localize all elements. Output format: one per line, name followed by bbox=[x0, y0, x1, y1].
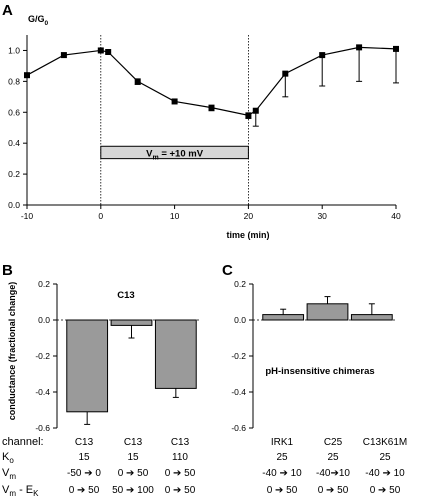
table-cell: 25 bbox=[327, 452, 339, 463]
table-cell: 0 ➔ 50 bbox=[267, 485, 298, 496]
panel-c-letter: C bbox=[222, 262, 233, 279]
data-point bbox=[105, 49, 112, 55]
panel-a-plot: -10 0 10 20 30 40 0.0 0.2 0.4 0.6 0.8 1.0 Vm = +10 m… bbox=[8, 35, 401, 221]
y-tick-label: 0.6 bbox=[8, 107, 20, 117]
stimulus-label: Vm = +10 mV bbox=[146, 148, 204, 161]
row-label: Vm bbox=[2, 467, 16, 481]
table-cell: 0 ➔ 50 bbox=[370, 485, 401, 496]
table-cell: 110 bbox=[172, 452, 188, 463]
panel-a: A G/G0 -10 0 10 20 30 40 0.0 0.2 0.4 0.6 0.8 1.0 Vm … bbox=[2, 2, 401, 240]
y-tick-label: 0.8 bbox=[8, 76, 20, 86]
table-cell: 15 bbox=[127, 452, 139, 463]
panel-c-annotation: pH-insensitive chimeras bbox=[265, 366, 374, 377]
x-tick-label: 40 bbox=[391, 211, 401, 221]
y-tick-label: -0.2 bbox=[231, 351, 246, 361]
y-tick-label: -0.4 bbox=[35, 387, 50, 397]
data-point bbox=[134, 78, 141, 85]
table-cell: 25 bbox=[276, 452, 288, 463]
table-cell: 50 ➔ 100 bbox=[112, 485, 154, 496]
y-tick-label: 0.4 bbox=[8, 138, 20, 148]
bar bbox=[66, 319, 109, 413]
x-tick-label: 0 bbox=[98, 211, 103, 221]
x-tick-label: -10 bbox=[21, 211, 34, 221]
table-cell: C13K61M bbox=[363, 437, 407, 448]
row-label: channel: bbox=[2, 436, 44, 448]
panel-b-annotation: C13 bbox=[117, 290, 134, 301]
table-cell: C13 bbox=[75, 437, 94, 448]
data-point bbox=[245, 112, 252, 119]
table-cell: 0 ➔ 50 bbox=[318, 485, 349, 496]
table-cell: C13 bbox=[124, 437, 143, 448]
y-tick-label: 0.0 bbox=[234, 315, 246, 325]
panel-c: C 0.2 0.0 -0.2 -0.4 -0.6 pH-insensitive chim… bbox=[222, 262, 396, 433]
panel-c-plot: 0.2 0.0 -0.2 -0.4 -0.6 bbox=[231, 279, 396, 433]
panel-a-ylabel: G/G0 bbox=[28, 14, 49, 27]
table-cell: -40 ➔ 10 bbox=[365, 468, 405, 479]
panel-b-plot: 0.2 0.0 -0.2 -0.4 -0.6 bbox=[35, 279, 200, 433]
data-point bbox=[356, 44, 363, 51]
bar bbox=[262, 314, 305, 321]
data-point bbox=[208, 104, 215, 111]
condition-table: channel: Ko Vm Vm - EK C13 15 -50 ➔ 0 0 ➔ 50 C13… bbox=[2, 436, 407, 498]
panel-a-xlabel: time (min) bbox=[226, 230, 269, 240]
data-point bbox=[97, 47, 104, 54]
table-cell: -40 ➔ 10 bbox=[262, 468, 302, 479]
stimulus-box bbox=[100, 145, 249, 160]
data-point bbox=[282, 70, 289, 77]
row-label: Ko bbox=[2, 451, 14, 465]
x-tick-label: 10 bbox=[170, 211, 180, 221]
table-cell: -50 ➔ 0 bbox=[67, 468, 101, 479]
bar bbox=[350, 314, 393, 321]
data-point bbox=[60, 52, 67, 59]
y-tick-label: 1.0 bbox=[8, 45, 20, 55]
data-point bbox=[393, 45, 399, 52]
y-tick-label: 0.2 bbox=[234, 279, 246, 289]
y-tick-label: -0.6 bbox=[231, 423, 246, 433]
table-cell: 25 bbox=[379, 452, 391, 463]
panel-a-letter: A bbox=[2, 2, 13, 19]
y-tick-label: -0.6 bbox=[35, 423, 50, 433]
data-point bbox=[252, 107, 259, 114]
table-cell: 0 ➔ 50 bbox=[118, 468, 149, 479]
table-cell: C13 bbox=[171, 437, 190, 448]
bar bbox=[110, 319, 153, 326]
data-point bbox=[171, 98, 178, 105]
data-point bbox=[24, 72, 30, 79]
row-label: Vm - EK bbox=[2, 484, 39, 498]
bar bbox=[154, 319, 197, 389]
bar bbox=[306, 303, 349, 321]
data-point bbox=[319, 52, 326, 59]
panel-b-letter: B bbox=[2, 262, 13, 279]
y-tick-label: 0.2 bbox=[8, 169, 20, 179]
table-cell: IRK1 bbox=[271, 437, 294, 448]
x-tick-label: 20 bbox=[244, 211, 254, 221]
y-tick-label: -0.4 bbox=[231, 387, 246, 397]
y-tick-label: -0.2 bbox=[35, 351, 50, 361]
panel-b: B conductance (fractional change) 0.2 0.0… bbox=[2, 262, 200, 433]
table-cell: 15 bbox=[78, 452, 90, 463]
x-tick-label: 30 bbox=[317, 211, 327, 221]
panel-b-ylabel: conductance (fractional change) bbox=[7, 282, 17, 421]
table-cell: 0 ➔ 50 bbox=[165, 468, 196, 479]
table-cell: 0 ➔ 50 bbox=[69, 485, 100, 496]
table-cell: 0 ➔ 50 bbox=[165, 485, 196, 496]
y-tick-label: 0.2 bbox=[38, 279, 50, 289]
table-cell: C25 bbox=[324, 437, 343, 448]
y-tick-label: 0.0 bbox=[38, 315, 50, 325]
table-cell: -40➔10 bbox=[316, 468, 350, 479]
y-tick-label: 0.0 bbox=[8, 200, 20, 210]
